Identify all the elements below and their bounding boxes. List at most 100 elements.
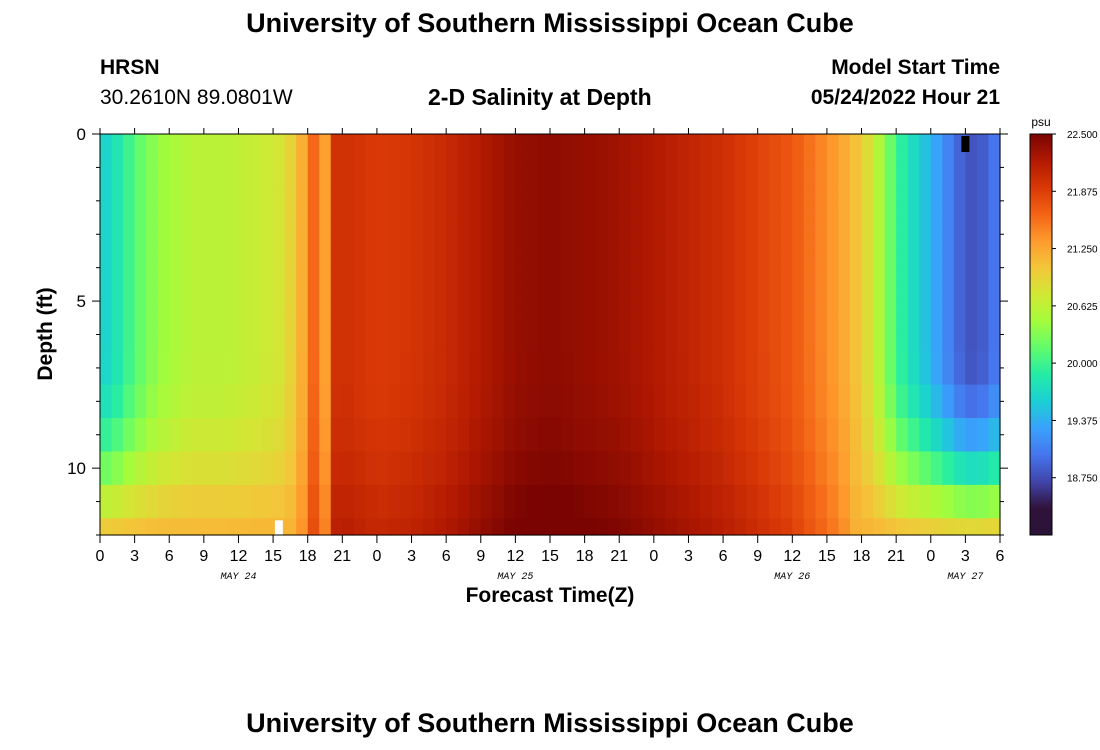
heatmap-cell	[803, 317, 816, 336]
heatmap-cell	[238, 267, 251, 285]
heatmap-cell	[826, 284, 840, 302]
heatmap-cell	[526, 317, 540, 336]
heatmap-cell	[538, 200, 551, 219]
heatmap-cell	[111, 150, 124, 169]
heatmap-cell	[457, 317, 470, 336]
heatmap-cell	[411, 418, 424, 453]
heatmap-cell	[976, 134, 990, 152]
heatmap-cell	[850, 351, 863, 386]
heatmap-cell	[884, 200, 897, 219]
heatmap-cell	[100, 217, 113, 235]
heatmap-cell	[769, 167, 782, 185]
heatmap-cell	[919, 418, 932, 453]
heatmap-cell	[723, 150, 736, 169]
heatmap-cell	[319, 250, 332, 269]
heatmap-cell	[711, 184, 724, 202]
heatmap-cell	[146, 134, 159, 152]
heatmap-cell	[596, 518, 609, 536]
heatmap-cell	[192, 317, 205, 336]
heatmap-cell	[642, 301, 655, 319]
heatmap-cell	[884, 484, 897, 519]
heatmap-cell	[469, 334, 482, 352]
heatmap-cell	[296, 250, 309, 269]
heatmap-cell	[434, 384, 447, 419]
heatmap-cell	[711, 317, 724, 336]
heatmap-cell	[803, 384, 816, 419]
heatmap-cell	[619, 217, 632, 235]
heatmap-cell	[584, 351, 597, 386]
heatmap-cell	[388, 267, 401, 285]
heatmap-cell	[584, 317, 597, 336]
heatmap-cell	[930, 451, 943, 486]
heatmap-cell	[111, 134, 124, 152]
heatmap-cell	[400, 418, 413, 453]
heatmap-cell	[965, 484, 978, 519]
x-tick-label: 21	[887, 548, 905, 565]
heatmap-cell	[965, 250, 978, 269]
heatmap-cell	[780, 284, 793, 302]
heatmap-cell	[792, 134, 805, 152]
heatmap-cell	[503, 301, 516, 319]
heatmap-cell	[884, 451, 897, 486]
heatmap-cell	[100, 451, 113, 486]
heatmap-cell	[630, 284, 643, 302]
heatmap-cell	[446, 518, 459, 536]
heatmap-cell	[400, 150, 413, 169]
heatmap-cell	[134, 234, 147, 252]
heatmap-cell	[884, 134, 897, 152]
heatmap-cell	[942, 284, 955, 302]
heatmap-cell	[503, 284, 516, 302]
heatmap-cell	[561, 234, 574, 252]
heatmap-cell	[965, 518, 978, 536]
heatmap-cell	[307, 267, 320, 285]
heatmap-cell	[919, 184, 932, 202]
heatmap-cell	[907, 217, 920, 235]
heatmap-cell	[596, 384, 609, 419]
heatmap-cell	[146, 418, 159, 453]
heatmap-cell	[446, 284, 459, 302]
heatmap-cell	[376, 167, 390, 185]
heatmap-cell	[307, 234, 320, 252]
heatmap-cell	[723, 351, 736, 386]
heatmap-cell	[203, 150, 216, 169]
heatmap-cell	[273, 418, 286, 453]
heatmap-cell	[619, 418, 632, 453]
heatmap-cell	[411, 150, 424, 169]
heatmap-cell	[976, 250, 990, 269]
heatmap-cell	[169, 301, 182, 319]
heatmap-cell	[884, 217, 897, 235]
heatmap-cell	[561, 518, 574, 536]
heatmap-cell	[538, 451, 551, 486]
heatmap-cell	[619, 301, 632, 319]
heatmap-cell	[215, 301, 228, 319]
heatmap-cell	[769, 418, 782, 453]
heatmap-cell	[653, 518, 666, 536]
heatmap-cell	[457, 418, 470, 453]
x-tick-label: 12	[230, 548, 248, 565]
heatmap-cell	[376, 234, 390, 252]
heatmap-cell	[757, 167, 770, 185]
heatmap-cell	[538, 334, 551, 352]
heatmap-cell	[411, 267, 424, 285]
heatmap-cell	[226, 184, 240, 202]
heatmap-cell	[976, 234, 990, 252]
heatmap-cell	[111, 334, 124, 352]
heatmap-cell	[307, 167, 320, 185]
heatmap-cell	[665, 234, 678, 252]
heatmap-cell	[965, 351, 978, 386]
heatmap-cell	[792, 250, 805, 269]
heatmap-cell	[111, 484, 124, 519]
heatmap-cell	[676, 284, 690, 302]
heatmap-cell	[515, 451, 528, 486]
heatmap-cell	[123, 451, 136, 486]
heatmap-cell	[250, 167, 263, 185]
heatmap-cell	[307, 484, 320, 519]
heatmap-cell	[123, 418, 136, 453]
heatmap-cell	[503, 267, 516, 285]
heatmap-cell	[434, 451, 447, 486]
heatmap-cell	[596, 250, 609, 269]
heatmap-cell	[526, 384, 540, 419]
heatmap-cell	[723, 217, 736, 235]
heatmap-cell	[538, 484, 551, 519]
heatmap-cell	[123, 317, 136, 336]
